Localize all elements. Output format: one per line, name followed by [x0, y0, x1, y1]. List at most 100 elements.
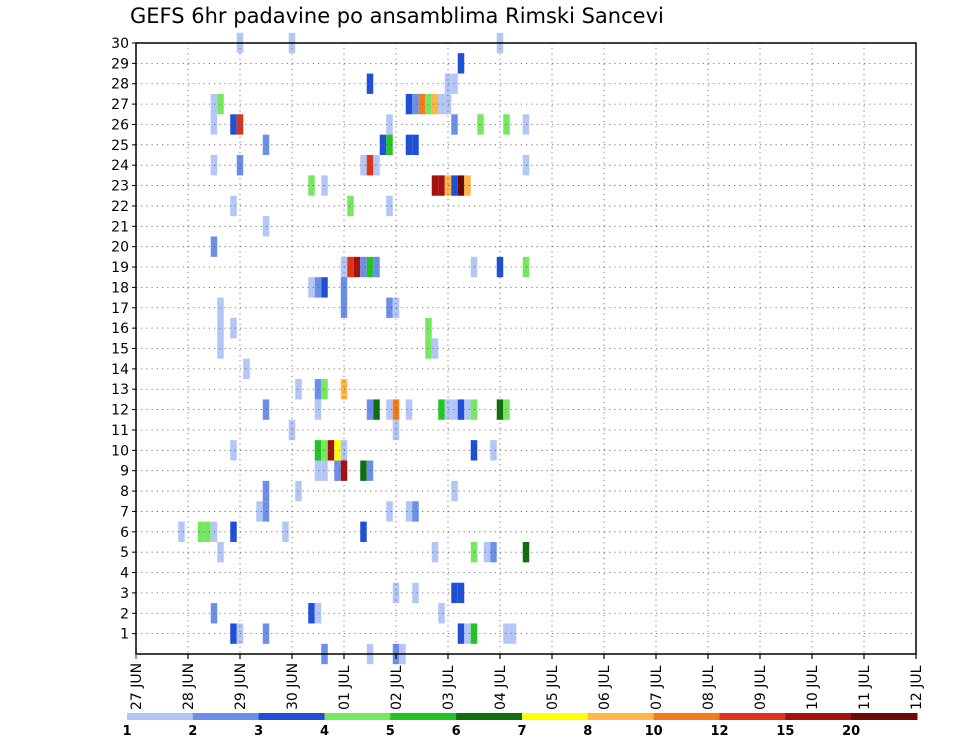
data-cell	[282, 521, 289, 542]
data-cell	[243, 358, 250, 380]
x-axis: 27 JUN 28 JUN 29 JUN 30 JUN 01 JUL 02 JUL 03 J…	[129, 654, 925, 710]
colorbar-swatch	[456, 713, 523, 720]
data-cell	[373, 155, 380, 176]
x-tick-label: 07 JUL	[649, 665, 665, 710]
data-cell	[230, 114, 237, 135]
colorbar-label: 15	[776, 724, 794, 739]
data-cell	[295, 480, 302, 502]
data-cell	[457, 623, 465, 644]
data-cell	[386, 399, 393, 420]
x-tick-label: 04 JUL	[493, 665, 509, 710]
data-cell	[457, 175, 465, 196]
data-cell	[431, 93, 439, 115]
x-tick-label: 01 JUL	[337, 665, 353, 710]
y-tick-label: 22	[111, 199, 129, 215]
data-cell	[425, 93, 432, 115]
data-cell	[217, 338, 224, 359]
data-cell	[386, 114, 393, 135]
data-cell	[405, 399, 413, 420]
data-cell	[503, 623, 510, 644]
data-cell	[197, 521, 205, 542]
data-cell	[431, 541, 439, 563]
colorbar-swatch	[851, 713, 918, 720]
data-cell	[477, 114, 484, 135]
data-cell	[490, 541, 497, 563]
data-cell	[386, 501, 393, 522]
y-tick-label: 25	[111, 138, 129, 154]
data-cell	[256, 501, 263, 522]
chart-title: GEFS 6hr padavine po ansamblima Rimski S…	[130, 4, 664, 28]
data-cell	[405, 501, 413, 522]
y-tick-label: 5	[120, 545, 129, 561]
data-cell	[230, 317, 237, 339]
data-cell	[178, 521, 185, 542]
y-tick-label: 1	[120, 627, 129, 643]
y-tick-label: 26	[111, 117, 129, 133]
x-tick-label: 29 JUN	[233, 663, 249, 710]
y-tick-label: 4	[120, 566, 129, 582]
data-cell	[438, 603, 445, 624]
colorbar-label: 2	[188, 724, 197, 739]
data-cell	[334, 440, 341, 461]
data-cell	[230, 440, 237, 461]
colorbar-swatch	[324, 713, 391, 720]
data-cell	[386, 195, 393, 217]
data-cell	[412, 582, 419, 604]
x-tick-label: 10 JUL	[805, 665, 821, 710]
y-tick-label: 24	[111, 158, 129, 174]
data-cell	[373, 399, 380, 420]
y-tick-label: 18	[111, 280, 129, 296]
x-tick-label: 11 JUL	[857, 665, 873, 710]
x-tick-label: 27 JUN	[129, 663, 145, 710]
y-tick-label: 7	[120, 504, 129, 520]
x-tick-label: 02 JUL	[389, 665, 405, 710]
data-cell	[451, 480, 458, 502]
data-cell	[230, 521, 237, 542]
data-cell	[425, 317, 432, 339]
data-cell	[321, 460, 328, 481]
y-tick-label: 17	[111, 301, 129, 317]
data-cell	[438, 93, 445, 115]
y-tick-label: 15	[111, 342, 129, 358]
colorbar-swatch	[390, 713, 457, 720]
data-cell	[464, 399, 471, 420]
data-cell	[327, 440, 335, 461]
data-cell	[405, 93, 413, 115]
data-cell	[451, 114, 458, 135]
data-cell	[204, 521, 211, 542]
colorbar-label: 5	[386, 724, 395, 739]
y-tick-label: 2	[120, 606, 129, 622]
colorbar-swatch	[522, 713, 589, 720]
x-tick-label: 09 JUL	[753, 665, 769, 710]
data-cell	[451, 175, 458, 196]
data-cell	[353, 256, 361, 278]
data-cell	[217, 297, 224, 318]
data-cell	[360, 460, 367, 481]
data-cell	[360, 256, 367, 278]
cells-layer	[178, 32, 530, 665]
colorbar-swatch	[258, 713, 325, 720]
colorbar-swatch	[653, 713, 720, 720]
colorbar-swatch	[127, 713, 194, 720]
y-tick-label: 19	[111, 260, 129, 276]
data-cell	[321, 440, 328, 461]
x-tick-label: 05 JUL	[545, 665, 561, 710]
colorbar-label: 6	[452, 724, 461, 739]
data-cell	[503, 399, 510, 420]
y-tick-label: 23	[111, 179, 129, 195]
data-cell	[230, 623, 237, 644]
data-cell	[360, 155, 367, 176]
x-tick-label: 12 JUL	[909, 665, 925, 710]
y-tick-label: 6	[120, 525, 129, 541]
data-cell	[503, 114, 510, 135]
data-cell	[308, 603, 315, 624]
data-cell	[373, 256, 380, 278]
y-tick-label: 28	[111, 77, 129, 93]
y-tick-label: 16	[111, 321, 129, 337]
data-cell	[386, 134, 393, 156]
data-cell	[457, 582, 465, 604]
colorbar-swatch	[587, 713, 655, 720]
data-cell	[217, 317, 224, 339]
y-tick-label: 30	[111, 36, 129, 52]
x-tick-label: 30 JUN	[285, 663, 301, 710]
